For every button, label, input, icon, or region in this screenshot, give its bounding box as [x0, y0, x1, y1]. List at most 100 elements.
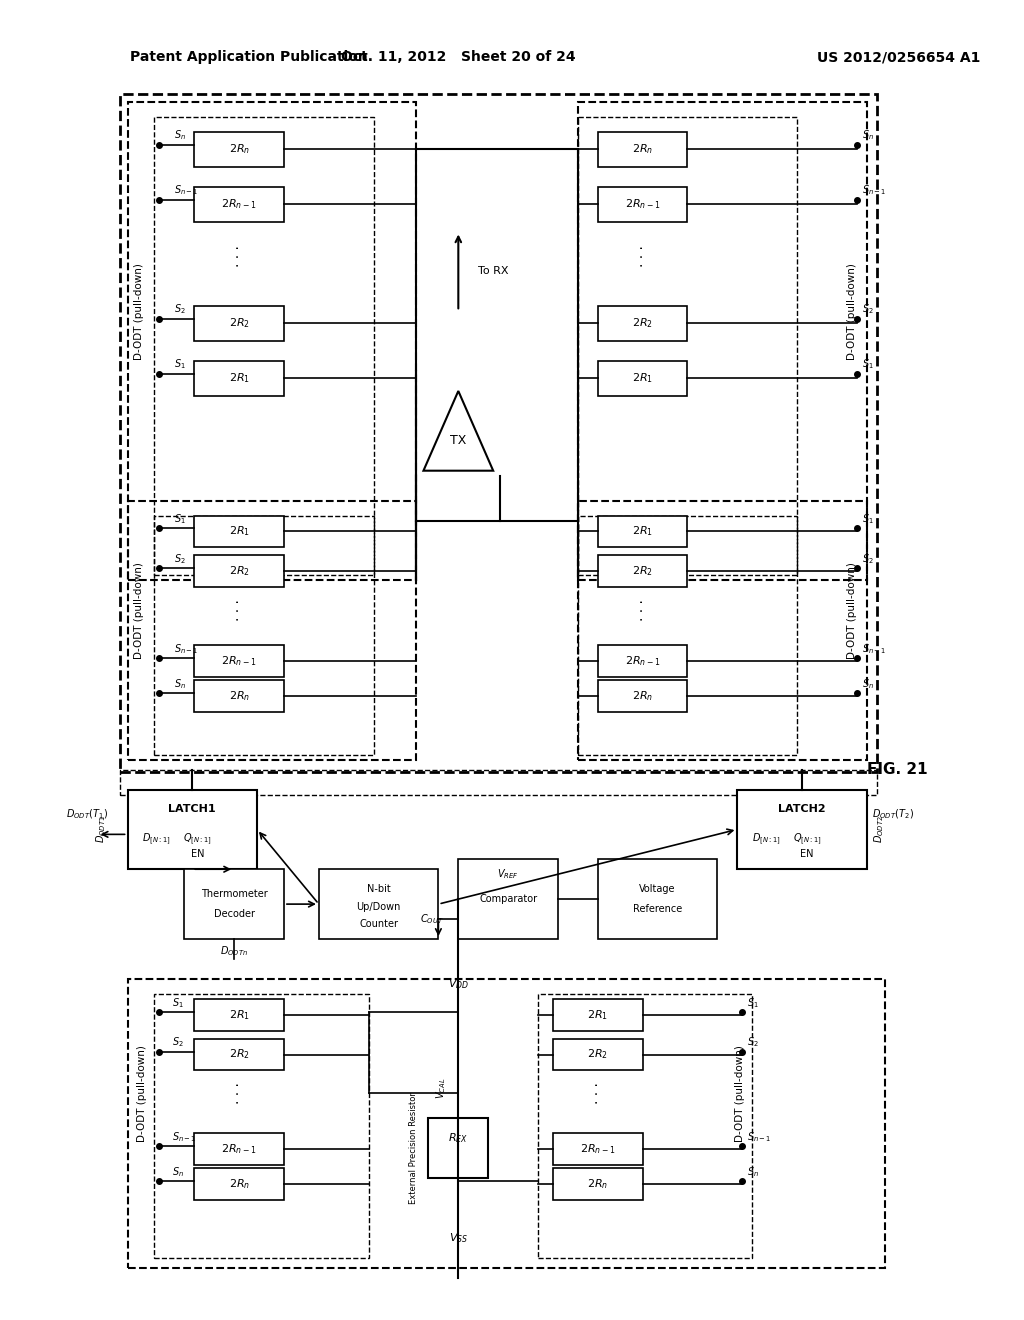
Text: Up/Down: Up/Down: [356, 902, 400, 912]
Text: TX: TX: [451, 434, 467, 447]
Bar: [195, 556, 284, 587]
Text: Decoder: Decoder: [214, 909, 255, 919]
Text: $2R_{n-1}$: $2R_{n-1}$: [221, 197, 257, 211]
Text: D-ODT (pull-down): D-ODT (pull-down): [134, 263, 144, 360]
Text: D-ODT (pull-down): D-ODT (pull-down): [137, 1045, 147, 1142]
Text: D-ODT (pull-down): D-ODT (pull-down): [847, 263, 857, 360]
Bar: [459, 859, 558, 939]
Text: $V_{DD}$: $V_{DD}$: [447, 977, 469, 991]
Text: · · ·: · · ·: [591, 1082, 605, 1105]
Text: Oct. 11, 2012   Sheet 20 of 24: Oct. 11, 2012 Sheet 20 of 24: [341, 50, 575, 65]
Text: US 2012/0256654 A1: US 2012/0256654 A1: [817, 50, 980, 65]
Bar: [128, 979, 885, 1267]
Text: $2R_{n-1}$: $2R_{n-1}$: [580, 1142, 615, 1156]
Bar: [553, 1134, 643, 1166]
Text: $D_{[N:1]}$: $D_{[N:1]}$: [142, 832, 171, 847]
Text: N-bit: N-bit: [367, 884, 390, 894]
Text: $D_{ODT}(T_2)$: $D_{ODT}(T_2)$: [871, 808, 913, 821]
Bar: [598, 556, 687, 587]
Bar: [120, 770, 877, 795]
Text: LATCH1: LATCH1: [169, 804, 216, 814]
Text: $D_{[N:1]}$: $D_{[N:1]}$: [753, 832, 781, 847]
Text: $C_{OUT}$: $C_{OUT}$: [420, 912, 443, 925]
Text: $D_{ODT}(T_1)$: $D_{ODT}(T_1)$: [66, 808, 108, 821]
Text: $S_{n-1}$: $S_{n-1}$: [174, 642, 199, 656]
Text: $2R_1$: $2R_1$: [632, 371, 653, 385]
Text: $S_{n-1}$: $S_{n-1}$: [172, 1130, 197, 1144]
Text: Thermometer: Thermometer: [201, 890, 267, 899]
Text: $S_{n-1}$: $S_{n-1}$: [862, 183, 887, 197]
Bar: [598, 680, 687, 711]
Text: Comparator: Comparator: [479, 894, 538, 904]
Text: $S_{1}$: $S_{1}$: [174, 512, 186, 527]
Text: $D_{ODT1}$: $D_{ODT1}$: [94, 816, 108, 843]
Text: $S_{2}$: $S_{2}$: [748, 1036, 759, 1049]
Text: $S_{n-1}$: $S_{n-1}$: [174, 183, 199, 197]
Bar: [195, 645, 284, 677]
Bar: [553, 999, 643, 1031]
Text: $R_{EX}$: $R_{EX}$: [449, 1131, 468, 1146]
Bar: [195, 680, 284, 711]
Text: D-ODT (pull-down): D-ODT (pull-down): [134, 562, 144, 659]
Bar: [195, 1168, 284, 1200]
Text: $2R_2$: $2R_2$: [228, 565, 250, 578]
Bar: [538, 994, 753, 1258]
Text: $2R_n$: $2R_n$: [632, 143, 653, 156]
Text: $2R_2$: $2R_2$: [588, 1048, 608, 1061]
Text: · · ·: · · ·: [232, 246, 246, 268]
Text: $S_{2}$: $S_{2}$: [174, 553, 186, 566]
Text: $S_{1}$: $S_{1}$: [174, 358, 186, 371]
Bar: [578, 500, 867, 759]
Bar: [120, 94, 877, 772]
Bar: [578, 117, 797, 576]
Text: $2R_1$: $2R_1$: [588, 1007, 608, 1022]
Text: $2R_1$: $2R_1$: [632, 524, 653, 539]
Text: D-ODT (pull-down): D-ODT (pull-down): [847, 562, 857, 659]
Text: $S_{n}$: $S_{n}$: [174, 128, 186, 141]
Text: $S_{1}$: $S_{1}$: [172, 995, 184, 1010]
Text: $2R_n$: $2R_n$: [228, 143, 250, 156]
Bar: [155, 994, 369, 1258]
Text: To RX: To RX: [478, 267, 509, 276]
Text: $2R_n$: $2R_n$: [587, 1177, 608, 1191]
Bar: [553, 1168, 643, 1200]
Text: $2R_1$: $2R_1$: [228, 1007, 250, 1022]
Text: $S_{n-1}$: $S_{n-1}$: [862, 642, 887, 656]
Bar: [195, 186, 284, 222]
Bar: [155, 516, 374, 755]
Text: $S_{1}$: $S_{1}$: [862, 512, 873, 527]
Bar: [155, 117, 374, 576]
Bar: [195, 1134, 284, 1166]
Text: $S_{2}$: $S_{2}$: [174, 302, 186, 317]
Bar: [578, 102, 867, 581]
Bar: [184, 870, 284, 939]
Text: $2R_{n-1}$: $2R_{n-1}$: [625, 655, 660, 668]
Bar: [598, 516, 687, 548]
Text: $2R_2$: $2R_2$: [632, 317, 653, 330]
Text: $V_{CAL}$: $V_{CAL}$: [434, 1077, 449, 1100]
Text: Voltage: Voltage: [639, 884, 676, 894]
Text: $2R_{n-1}$: $2R_{n-1}$: [221, 655, 257, 668]
Bar: [578, 516, 797, 755]
Bar: [553, 1039, 643, 1071]
Text: $2R_2$: $2R_2$: [632, 565, 653, 578]
Bar: [128, 500, 417, 759]
Text: $D_{ODT2}$: $D_{ODT2}$: [871, 816, 886, 843]
Text: · · ·: · · ·: [636, 246, 649, 268]
Text: $2R_{n-1}$: $2R_{n-1}$: [221, 1142, 257, 1156]
Bar: [195, 362, 284, 396]
Text: $2R_2$: $2R_2$: [228, 317, 250, 330]
Text: $2R_n$: $2R_n$: [632, 689, 653, 702]
Text: $S_{1}$: $S_{1}$: [862, 358, 873, 371]
Text: · · ·: · · ·: [232, 599, 246, 622]
Bar: [195, 999, 284, 1031]
Bar: [737, 789, 867, 870]
Bar: [318, 870, 438, 939]
Text: $V_{REF}$: $V_{REF}$: [498, 867, 519, 882]
Text: $S_{n}$: $S_{n}$: [862, 677, 873, 690]
Bar: [428, 1118, 488, 1179]
Text: $V_{SS}$: $V_{SS}$: [449, 1232, 468, 1245]
Bar: [598, 306, 687, 341]
Text: $S_{2}$: $S_{2}$: [172, 1036, 184, 1049]
Text: $S_{1}$: $S_{1}$: [748, 995, 759, 1010]
